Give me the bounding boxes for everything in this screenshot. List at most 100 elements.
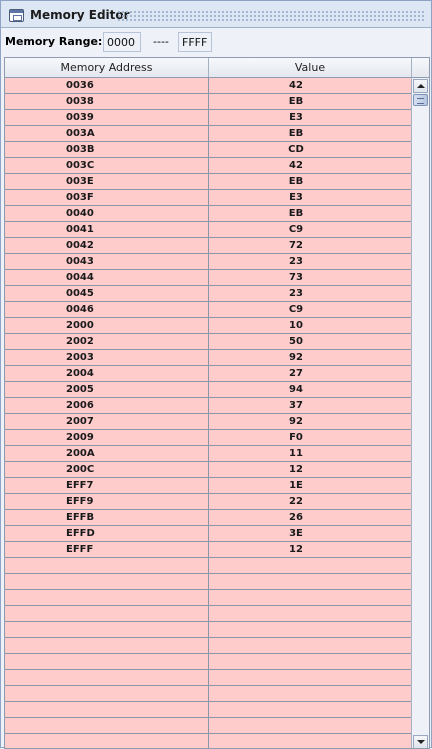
address-cell[interactable]: 200C [5, 462, 209, 477]
scrollbar-thumb[interactable] [413, 94, 428, 106]
table-row[interactable]: EFF9 22 [5, 494, 411, 510]
table-row[interactable] [5, 734, 411, 748]
table-row[interactable]: 2007 92 [5, 414, 411, 430]
table-row[interactable] [5, 590, 411, 606]
value-cell[interactable]: 23 [289, 288, 303, 299]
value-cell[interactable]: 42 [289, 80, 303, 91]
table-row[interactable] [5, 686, 411, 702]
value-cell[interactable]: 26 [289, 512, 303, 523]
address-cell[interactable]: 2007 [5, 414, 209, 429]
table-row[interactable]: 0038 EB [5, 94, 411, 110]
value-cell[interactable]: C9 [288, 304, 304, 315]
value-cell[interactable]: 11 [289, 448, 303, 459]
value-cell[interactable]: 50 [289, 336, 303, 347]
table-row[interactable] [5, 558, 411, 574]
table-row[interactable]: 003F E3 [5, 190, 411, 206]
value-cell[interactable] [209, 718, 411, 733]
table-row[interactable]: 0040 EB [5, 206, 411, 222]
value-cell[interactable]: 92 [289, 416, 303, 427]
value-cell[interactable]: 3E [289, 528, 303, 539]
value-cell[interactable] [209, 638, 411, 653]
address-cell[interactable]: 200A [5, 446, 209, 461]
address-cell[interactable]: 0036 [5, 78, 209, 93]
address-cell[interactable]: EFFF [5, 542, 209, 557]
address-cell[interactable]: 0045 [5, 286, 209, 301]
value-cell[interactable]: EB [288, 208, 304, 219]
value-cell[interactable] [209, 606, 411, 621]
table-row[interactable]: EFFD 3E [5, 526, 411, 542]
table-row[interactable]: EFF7 1E [5, 478, 411, 494]
table-row[interactable]: 2006 37 [5, 398, 411, 414]
address-cell[interactable]: 0042 [5, 238, 209, 253]
table-row[interactable]: 2000 10 [5, 318, 411, 334]
value-cell[interactable]: 73 [289, 272, 303, 283]
scroll-down-button[interactable] [413, 735, 428, 748]
address-cell[interactable]: 0041 [5, 222, 209, 237]
table-row[interactable] [5, 622, 411, 638]
table-row[interactable] [5, 718, 411, 734]
address-cell[interactable]: 2002 [5, 334, 209, 349]
address-cell[interactable]: 003C [5, 158, 209, 173]
table-row[interactable] [5, 702, 411, 718]
address-cell[interactable]: 0038 [5, 94, 209, 109]
vertical-scrollbar[interactable] [411, 78, 429, 748]
table-row[interactable]: 2002 50 [5, 334, 411, 350]
value-cell[interactable]: 72 [289, 240, 303, 251]
value-cell[interactable]: 12 [289, 464, 303, 475]
address-cell[interactable] [5, 590, 209, 605]
value-cell[interactable]: 1E [289, 480, 303, 491]
table-row[interactable]: 2009 F0 [5, 430, 411, 446]
address-cell[interactable]: 2006 [5, 398, 209, 413]
value-cell[interactable]: CD [288, 144, 304, 155]
table-row[interactable]: 0043 23 [5, 254, 411, 270]
address-cell[interactable] [5, 686, 209, 701]
table-row[interactable]: 003C 42 [5, 158, 411, 174]
address-cell[interactable]: 2000 [5, 318, 209, 333]
title-bar[interactable]: Memory Editor [1, 1, 431, 28]
address-cell[interactable]: EFF7 [5, 478, 209, 493]
value-cell[interactable] [209, 734, 411, 748]
address-cell[interactable]: 2004 [5, 366, 209, 381]
address-cell[interactable] [5, 574, 209, 589]
address-cell[interactable] [5, 718, 209, 733]
table-row[interactable] [5, 654, 411, 670]
address-cell[interactable] [5, 638, 209, 653]
value-cell[interactable] [209, 654, 411, 669]
table-row[interactable]: 0046 C9 [5, 302, 411, 318]
table-row[interactable]: 0045 23 [5, 286, 411, 302]
value-cell[interactable] [209, 686, 411, 701]
value-cell[interactable]: E3 [289, 112, 303, 123]
table-row[interactable]: 0042 72 [5, 238, 411, 254]
table-row[interactable]: EFFB 26 [5, 510, 411, 526]
address-cell[interactable] [5, 606, 209, 621]
table-row[interactable]: 003B CD [5, 142, 411, 158]
address-cell[interactable]: 003B [5, 142, 209, 157]
value-cell[interactable]: EB [288, 128, 304, 139]
table-row[interactable]: 2004 27 [5, 366, 411, 382]
value-cell[interactable]: 10 [289, 320, 303, 331]
address-cell[interactable]: 0044 [5, 270, 209, 285]
range-start-field[interactable]: 0000 [103, 32, 141, 52]
address-cell[interactable]: 2009 [5, 430, 209, 445]
address-cell[interactable]: 2005 [5, 382, 209, 397]
value-cell[interactable] [209, 702, 411, 717]
table-row[interactable]: 003A EB [5, 126, 411, 142]
title-bar-grip[interactable] [117, 10, 425, 21]
value-cell[interactable] [209, 558, 411, 573]
value-cell[interactable] [209, 574, 411, 589]
table-row[interactable]: EFFF 12 [5, 542, 411, 558]
table-row[interactable] [5, 670, 411, 686]
value-cell[interactable]: 27 [289, 368, 303, 379]
value-cell[interactable]: C9 [288, 224, 304, 235]
value-cell[interactable]: 22 [289, 496, 303, 507]
address-cell[interactable]: EFF9 [5, 494, 209, 509]
value-cell[interactable]: 23 [289, 256, 303, 267]
address-cell[interactable]: 0046 [5, 302, 209, 317]
table-row[interactable]: 2005 94 [5, 382, 411, 398]
address-cell[interactable] [5, 702, 209, 717]
table-row[interactable] [5, 574, 411, 590]
table-row[interactable]: 003E EB [5, 174, 411, 190]
table-row[interactable]: 2003 92 [5, 350, 411, 366]
value-cell[interactable] [209, 590, 411, 605]
value-cell[interactable]: 92 [289, 352, 303, 363]
